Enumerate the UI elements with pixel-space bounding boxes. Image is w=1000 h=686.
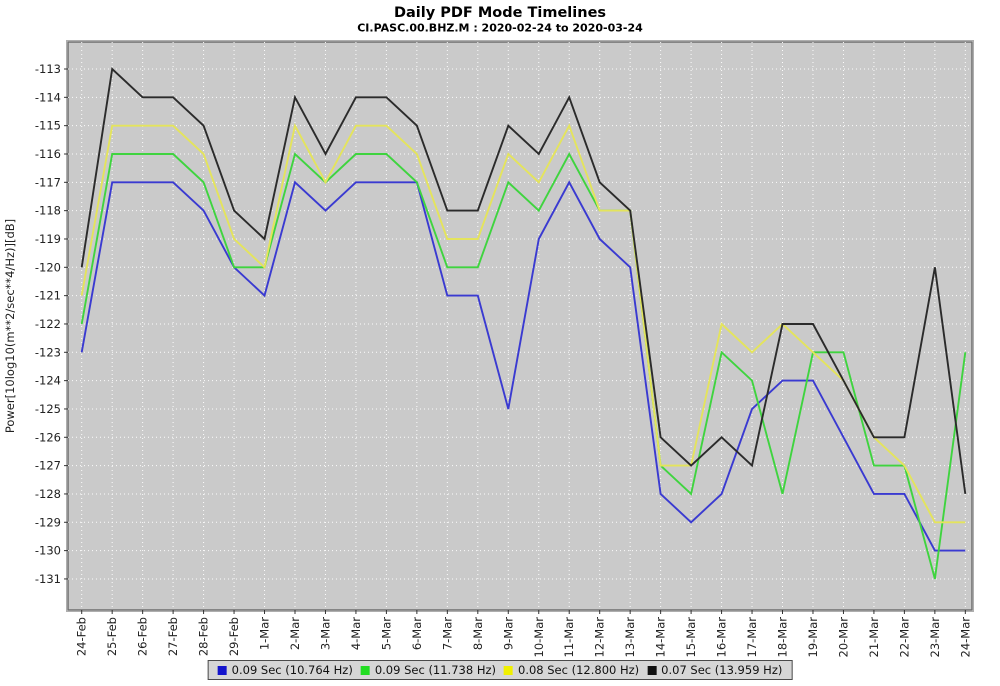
x-tick-label: 12-Mar bbox=[593, 617, 607, 658]
x-tick-label: 10-Mar bbox=[532, 617, 546, 658]
x-tick-label: 4-Mar bbox=[349, 617, 363, 650]
x-tick-label: 22-Mar bbox=[897, 617, 911, 658]
y-tick-label: -130 bbox=[35, 544, 61, 558]
x-tick-label: 8-Mar bbox=[471, 617, 485, 650]
x-axis-labels: 24-Feb 25-Feb 26-Feb 27-Feb 28-Feb 29-Feb 1-Ma… bbox=[75, 617, 973, 658]
x-tick-label: 3-Mar bbox=[318, 617, 332, 650]
y-tick-label: -127 bbox=[35, 459, 61, 473]
x-tick-label: 2-Mar bbox=[288, 617, 302, 650]
x-tick-label: 14-Mar bbox=[654, 617, 668, 658]
y-tick-label: -124 bbox=[35, 374, 61, 388]
x-tick-label: 24-Mar bbox=[958, 617, 972, 658]
line-series-1 bbox=[80, 151, 967, 580]
y-tick-label: -123 bbox=[35, 345, 61, 359]
y-tick-label: -118 bbox=[35, 204, 61, 218]
x-tick-label: 17-Mar bbox=[745, 617, 759, 658]
legend-label: 0.09 Sec (10.764 Hz) bbox=[231, 663, 353, 677]
legend-item-1: 0.09 Sec (11.738 Hz) bbox=[360, 663, 496, 677]
y-tick-label: -114 bbox=[35, 90, 61, 104]
plot-border-outer bbox=[66, 40, 974, 612]
legend-label: 0.09 Sec (11.738 Hz) bbox=[374, 663, 496, 677]
x-tick-label: 26-Feb bbox=[136, 617, 150, 656]
chart-title: Daily PDF Mode Timelines bbox=[394, 5, 606, 21]
legend-label: 0.08 Sec (12.800 Hz) bbox=[518, 663, 640, 677]
legend-label: 0.07 Sec (13.959 Hz) bbox=[661, 663, 783, 677]
y-tick-label: -126 bbox=[35, 430, 61, 444]
legend-swatch-icon bbox=[360, 665, 370, 675]
y-tick-label: -120 bbox=[35, 260, 61, 274]
x-tick-label: 9-Mar bbox=[501, 617, 515, 650]
x-tick-label: 27-Feb bbox=[166, 617, 180, 656]
axis-ticks bbox=[64, 68, 966, 614]
series-lines bbox=[80, 67, 967, 580]
legend-item-2: 0.08 Sec (12.800 Hz) bbox=[504, 663, 639, 677]
legend-item-3: 0.07 Sec (13.959 Hz) bbox=[647, 663, 782, 677]
x-tick-label: 15-Mar bbox=[684, 617, 698, 658]
x-tick-label: 16-Mar bbox=[715, 617, 729, 658]
chart-subtitle: CI.PASC.00.BHZ.M : 2020-02-24 to 2020-03… bbox=[357, 22, 643, 35]
x-tick-label: 1-Mar bbox=[258, 617, 272, 650]
legend: 0.09 Sec (10.764 Hz) 0.09 Sec (11.738 Hz)… bbox=[207, 660, 793, 680]
y-tick-label: -129 bbox=[35, 515, 61, 529]
x-tick-label: 21-Mar bbox=[867, 617, 881, 658]
y-axis-title: Power[10log10(m**2/sec**4/Hz)][dB] bbox=[3, 219, 17, 433]
legend-swatch-icon bbox=[217, 665, 227, 675]
x-tick-label: 5-Mar bbox=[379, 617, 393, 650]
line-series-0 bbox=[80, 180, 966, 552]
x-tick-label: 28-Feb bbox=[197, 617, 211, 656]
x-tick-label: 13-Mar bbox=[623, 617, 637, 658]
y-tick-label: -128 bbox=[35, 487, 61, 501]
legend-swatch-icon bbox=[504, 665, 513, 675]
x-tick-label: 19-Mar bbox=[806, 617, 820, 658]
x-tick-label: 20-Mar bbox=[836, 617, 850, 658]
y-axis-labels: -113 -114 -115 -116 -117 -118 -119 -120 -121 -122… bbox=[35, 62, 61, 586]
x-tick-label: 11-Mar bbox=[562, 617, 576, 658]
legend-item-0: 0.09 Sec (10.764 Hz) bbox=[217, 663, 353, 677]
y-tick-label: -125 bbox=[35, 402, 61, 416]
y-tick-label: -121 bbox=[35, 289, 61, 303]
y-tick-label: -116 bbox=[35, 147, 61, 161]
y-tick-label: -119 bbox=[35, 232, 61, 246]
y-tick-label: -115 bbox=[35, 119, 61, 133]
y-tick-label: -117 bbox=[35, 175, 61, 189]
gridlines bbox=[68, 42, 972, 610]
legend-swatch-icon bbox=[647, 665, 657, 675]
y-tick-label: -122 bbox=[35, 317, 61, 331]
line-series-3 bbox=[80, 67, 967, 495]
x-tick-label: 29-Feb bbox=[227, 617, 241, 656]
y-tick-label: -113 bbox=[35, 62, 61, 76]
x-tick-label: 25-Feb bbox=[105, 617, 119, 656]
x-tick-label: 18-Mar bbox=[776, 617, 790, 658]
x-tick-label: 7-Mar bbox=[440, 617, 454, 650]
y-tick-label: -131 bbox=[35, 572, 61, 586]
x-tick-label: 24-Feb bbox=[75, 617, 89, 656]
line-series-2 bbox=[80, 122, 966, 524]
x-tick-label: 23-Mar bbox=[928, 617, 942, 658]
plot-border-inner bbox=[67, 41, 973, 611]
x-tick-label: 6-Mar bbox=[410, 617, 424, 650]
